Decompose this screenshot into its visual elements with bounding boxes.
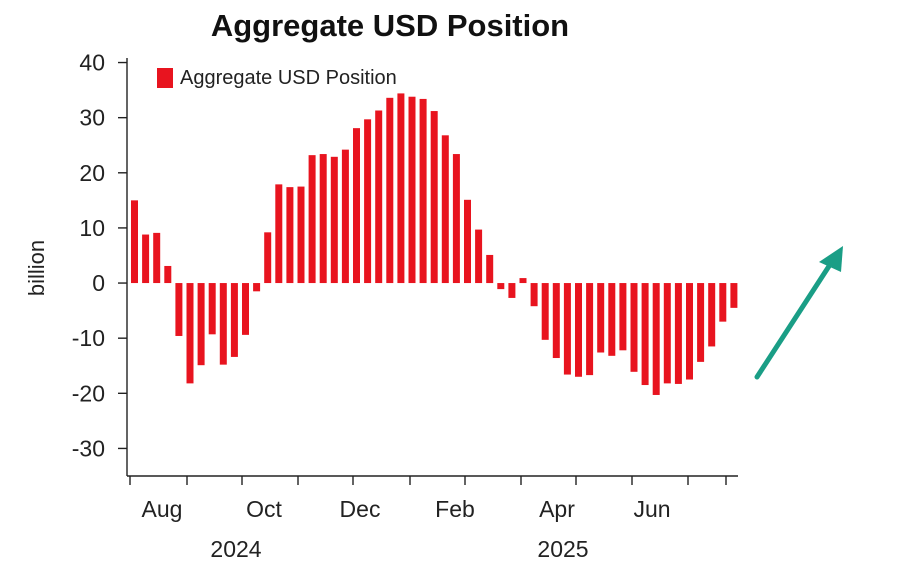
y-tick-label: -30: [72, 435, 105, 461]
legend-label: Aggregate USD Position: [180, 67, 397, 89]
bar: [652, 283, 660, 395]
legend: Aggregate USD Position: [157, 67, 397, 89]
x-year-label: 2024: [210, 536, 261, 562]
bar: [264, 232, 272, 284]
bar: [230, 283, 238, 357]
bar: [253, 283, 261, 292]
bar: [297, 186, 305, 284]
bar: [541, 283, 549, 340]
y-tick-label: 10: [79, 215, 105, 241]
bar: [353, 128, 360, 284]
y-tick-label: -20: [72, 380, 105, 406]
bar: [575, 283, 582, 377]
bar: [630, 283, 638, 372]
bar: [419, 98, 427, 284]
bar: [330, 156, 338, 284]
x-month-label: Apr: [539, 496, 575, 522]
bar: [519, 278, 527, 284]
bar: [452, 154, 460, 284]
bar: [286, 187, 294, 284]
bar: [730, 283, 738, 308]
green-arrow-head: [819, 246, 843, 272]
bar: [497, 283, 505, 290]
x-axis: Aug Oct Dec Feb Apr Jun 2024 2025: [129, 476, 727, 562]
bar: [608, 283, 616, 356]
bar: [430, 111, 438, 284]
bar: [164, 265, 172, 284]
y-tick-label: 20: [79, 160, 105, 186]
bar: [186, 283, 194, 384]
bar: [686, 283, 693, 380]
bar: [208, 283, 216, 335]
bar: [375, 110, 383, 284]
bar: [153, 232, 161, 284]
bar: [563, 283, 571, 375]
bar: [219, 283, 227, 365]
bar: [319, 154, 327, 284]
x-month-label: Feb: [435, 496, 475, 522]
bar: [408, 96, 416, 284]
bar: [586, 283, 594, 376]
bar: [674, 283, 682, 384]
green-arrow-shaft: [754, 257, 836, 380]
y-tick-label: -10: [72, 325, 105, 351]
bar: [597, 283, 605, 353]
bar: [197, 283, 205, 366]
bar: [341, 149, 349, 284]
y-tick-label: 0: [92, 270, 105, 296]
y-tick-label: 40: [79, 50, 105, 76]
bar: [308, 155, 316, 284]
x-month-label: Jun: [633, 496, 670, 522]
legend-swatch: [157, 68, 173, 88]
x-month-label: Oct: [246, 496, 282, 522]
bar: [242, 283, 249, 335]
bar: [142, 234, 150, 284]
bar: [552, 283, 560, 359]
bar: [508, 283, 516, 298]
bar: [397, 93, 405, 284]
bar: [663, 283, 671, 384]
x-year-label: 2025: [537, 536, 588, 562]
trend-arrow-annotation: [754, 246, 843, 380]
y-axis-label: billion: [24, 240, 49, 296]
bar: [530, 283, 538, 307]
bars: [131, 93, 738, 395]
bar: [708, 283, 716, 347]
y-tick-label: 30: [79, 105, 105, 131]
bar: [175, 283, 183, 336]
bar: [441, 135, 449, 284]
bar: [641, 283, 649, 386]
bar: [697, 283, 705, 362]
x-month-label: Aug: [142, 496, 183, 522]
bar: [619, 283, 627, 351]
chart-title: Aggregate USD Position: [211, 8, 569, 43]
bar: [464, 199, 471, 284]
bar: [719, 283, 727, 322]
bar: [364, 119, 372, 284]
bar: [131, 200, 138, 284]
y-axis: 40 30 20 10 0 -10 -20 -30: [72, 50, 127, 461]
bar: [386, 97, 394, 284]
x-month-label: Dec: [340, 496, 381, 522]
bar: [486, 254, 494, 284]
bar: [275, 184, 283, 284]
bar: [475, 229, 483, 284]
